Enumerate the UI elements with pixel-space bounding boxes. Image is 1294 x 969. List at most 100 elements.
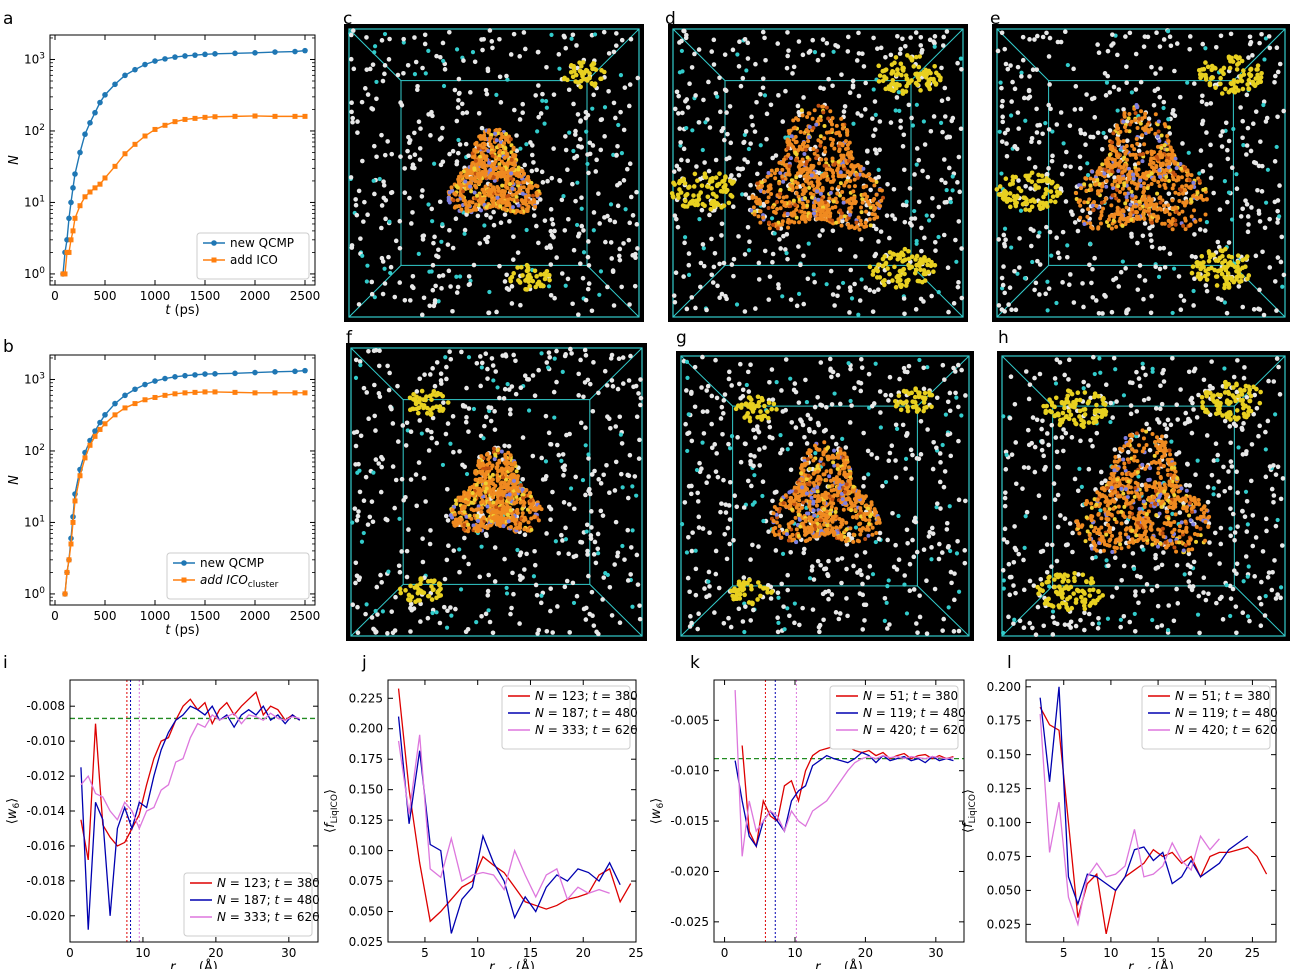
white-atom	[1238, 214, 1244, 219]
cluster-atom	[859, 210, 864, 215]
cluster-atom	[828, 214, 833, 219]
legend-marker	[211, 257, 217, 263]
cluster-atom	[824, 206, 829, 211]
white-atom	[1092, 255, 1097, 261]
legend-label: N = 333; t = 620	[217, 910, 320, 924]
white-atom	[374, 96, 379, 102]
yellow-atom	[692, 171, 698, 177]
cluster-atom	[1135, 125, 1140, 130]
white-atom	[1253, 109, 1259, 114]
cyan-atom	[365, 263, 370, 268]
cluster-atom	[497, 127, 502, 132]
white-atom	[418, 619, 423, 624]
white-atom	[999, 139, 1005, 144]
white-atom	[484, 212, 489, 218]
cluster-atom	[1124, 205, 1129, 210]
y-tick-label: 0.200	[349, 722, 383, 736]
cluster-atom	[832, 162, 837, 167]
cluster-atom	[767, 226, 772, 231]
white-atom	[1140, 233, 1146, 239]
box-depth-edge	[672, 265, 726, 318]
cluster-atom	[769, 191, 774, 196]
data-point	[97, 99, 103, 106]
cluster-atom	[857, 227, 862, 232]
white-atom	[580, 275, 586, 281]
yellow-atom	[892, 82, 897, 87]
data-point	[292, 368, 298, 375]
white-atom	[348, 56, 354, 62]
yellow-atom	[1204, 277, 1210, 282]
yellow-atom	[1036, 185, 1041, 190]
white-atom	[715, 283, 720, 289]
cluster-atom	[517, 188, 522, 193]
snapshot-content	[994, 28, 1287, 318]
white-atom	[856, 30, 861, 36]
x-axis-label: rsurf (Å)	[489, 959, 535, 969]
cluster-atom	[1198, 217, 1203, 222]
box-depth-edge	[348, 28, 402, 81]
cluster-atom	[1140, 159, 1145, 164]
white-atom	[591, 92, 596, 98]
white-atom	[506, 387, 512, 392]
white-atom	[1161, 37, 1167, 42]
data-point	[72, 171, 78, 177]
cluster-atom	[1090, 169, 1095, 174]
cluster-atom	[1122, 191, 1127, 196]
white-atom	[1141, 44, 1147, 49]
cluster-atom	[1146, 203, 1151, 208]
cluster-atom	[1176, 175, 1181, 180]
cluster-atom	[846, 158, 851, 163]
cyan-atom	[372, 295, 377, 300]
yellow-atom	[1050, 194, 1056, 199]
cluster-atom	[875, 215, 880, 220]
cluster-atom	[868, 223, 873, 228]
cluster-atom	[513, 163, 518, 168]
white-atom	[442, 67, 448, 72]
white-atom	[1215, 239, 1221, 245]
cluster-atom	[800, 157, 805, 162]
white-atom	[706, 79, 711, 85]
white-atom	[1204, 130, 1209, 135]
cluster-atom	[490, 198, 495, 203]
cluster-atom	[478, 198, 483, 203]
white-atom	[760, 76, 766, 81]
white-atom	[897, 51, 903, 56]
cluster-atom	[1082, 200, 1087, 205]
white-atom	[529, 168, 535, 174]
cyan-atom	[546, 284, 552, 289]
cyan-atom	[679, 48, 684, 54]
white-atom	[842, 104, 848, 109]
white-atom	[956, 154, 962, 160]
cyan-atom	[1101, 130, 1106, 136]
white-atom	[776, 285, 781, 291]
white-atom	[1142, 34, 1148, 39]
cluster-atom	[493, 172, 498, 177]
cluster-atom	[1129, 217, 1134, 222]
white-atom	[534, 167, 539, 173]
white-atom	[1218, 133, 1224, 138]
cluster-atom	[838, 181, 843, 186]
white-atom	[1005, 66, 1011, 72]
cyan-atom	[1186, 150, 1191, 155]
white-atom	[1005, 127, 1011, 133]
white-atom	[855, 111, 860, 116]
white-atom	[1010, 79, 1015, 85]
data-point	[82, 194, 88, 200]
yellow-atom	[1032, 199, 1038, 204]
white-atom	[951, 301, 957, 306]
white-atom	[788, 297, 794, 302]
cluster-atom	[1162, 221, 1167, 226]
cluster-atom	[841, 163, 846, 168]
cyan-atom	[401, 40, 406, 45]
yellow-atom	[898, 251, 904, 257]
cyan-atom	[574, 222, 580, 228]
cluster-atom	[463, 179, 468, 184]
white-atom	[901, 132, 907, 138]
y-tick-label: 101	[24, 514, 45, 529]
panel-label-k: k	[690, 653, 700, 673]
white-atom	[1245, 125, 1251, 131]
white-atom	[454, 118, 460, 124]
legend-label: N = 187; t = 480	[535, 706, 638, 720]
white-atom	[888, 52, 894, 58]
white-atom	[942, 200, 948, 205]
